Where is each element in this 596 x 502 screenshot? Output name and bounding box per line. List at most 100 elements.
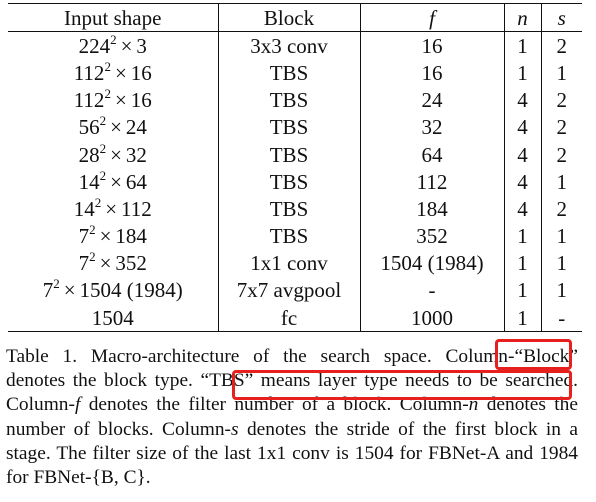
times-symbol: × [120,33,133,58]
caption-part6: denotes the stride of the first block in… [6,418,578,489]
cell-n: 4 [503,168,541,196]
times-symbol: × [110,169,122,194]
cell-f: 16 [359,31,504,60]
cell-s: 2 [540,31,582,60]
cell-block: fc [217,304,360,333]
input-exponent: 2 [94,194,102,210]
cell-block: TBS [217,59,360,87]
times-symbol: × [114,60,127,85]
input-channels: 3 [136,33,147,58]
cell-n: 4 [503,86,541,114]
table-row: 72 × 1504 (1984) 7x7 avgpool -1 1 [8,276,582,305]
input-spatial-size: 7 [78,251,90,276]
times-symbol: × [99,251,112,276]
caption-block-word: Block [523,346,570,367]
cell-input-shape: 1122 × 16 [8,59,218,86]
cell-input-shape: 2242 × 3 [8,32,218,60]
times-symbol: × [63,278,76,303]
table-row: 1122 × 16 TBS 24 4 2 [8,86,582,114]
input-spatial-size: 112 [73,88,105,113]
cell-n: 1 [503,304,541,333]
header-f: f [359,3,504,32]
cell-input-shape: 72 × 352 [8,250,218,277]
caption-tbs-sentence: “TBS” means layer type needs to be [200,370,498,392]
cell-block: TBS [217,140,360,169]
cell-block: TBS [217,195,360,223]
cell-n: 1 [503,31,541,60]
cell-block: TBS [217,222,360,250]
input-spatial-size: 28 [78,142,100,167]
input-channels: 64 [125,169,147,194]
cell-s: 2 [540,113,582,141]
input-exponent: 2 [99,140,107,156]
cell-s: 1 [540,276,582,305]
input-spatial-size: 224 [78,33,111,58]
cell-n: 4 [503,140,541,169]
cell-s: 1 [540,168,582,196]
input-channels: 24 [125,115,147,140]
cell-block: 7x7 avgpool [217,276,360,305]
table-row: 282 × 32 TBS 64 4 2 [8,140,582,169]
input-exponent: 2 [53,276,60,292]
input-spatial-size: 112 [73,60,105,85]
input-exponent: 2 [110,31,117,47]
input-channels: 112 [121,196,152,221]
input-exponent: 2 [99,167,107,183]
header-s: s [540,3,582,32]
input-spatial-size: 7 [78,224,90,249]
cell-f: 24 [359,86,504,114]
cell-f: 16 [359,59,504,87]
cell-n: 4 [503,113,541,141]
header-input-shape: Input shape [64,5,162,30]
input-exponent: 2 [89,222,96,238]
cell-f: - [359,276,504,305]
input-exponent: 2 [89,249,96,265]
input-channels: 184 [115,224,147,249]
cell-s: - [540,304,582,333]
cell-n: 1 [503,59,541,87]
caption-part3: searched. Column- [6,370,579,416]
times-symbol: × [99,224,112,249]
table-row: 2242 × 3 3x3 conv 16 1 2 [8,31,582,60]
cell-block: TBS [217,113,360,141]
input-spatial-size: 14 [73,196,95,221]
header-n: n [503,3,541,32]
header-block: Block [217,3,360,32]
caption-part2: ” denotes the block type. [6,346,578,392]
input-channels: 1504 (1984) [79,278,183,303]
cell-f: 184 [359,195,504,223]
cell-input-shape: 1504 [8,304,218,333]
cell-f: 1504 (1984) [359,249,504,277]
cell-n: 4 [503,195,541,223]
cell-input-shape: 142 × 112 [8,195,218,222]
caption-part1: Table 1. Macro-architecture of the searc… [6,346,524,367]
input-exponent: 2 [99,113,107,129]
table-row: 142 × 112 TBS 184 4 2 [8,195,582,223]
cell-f: 64 [359,140,504,169]
table-row: 1122 × 16 TBS 16 1 1 [8,59,582,87]
table-row: 142 × 64 TBS 112 4 1 [8,168,582,196]
table-row: 562 × 24 TBS 32 4 2 [8,113,582,141]
cell-input-shape: 142 × 64 [8,168,218,195]
table-row: 1504 fc 1000 1- [8,304,582,333]
cell-f: 32 [359,113,504,141]
cell-n: 1 [503,276,541,305]
table-body: 2242 × 3 3x3 conv 16 1 2 1122 × 16 TBS 16 1 1 1122 × 16 T… [8,31,582,333]
input-spatial-size: 1504 [91,305,134,330]
cell-s: 1 [540,249,582,277]
input-exponent: 2 [104,58,111,74]
cell-s: 1 [540,222,582,250]
times-symbol: × [114,88,127,113]
input-spatial-size: 56 [78,115,100,140]
macro-architecture-table: Input shape Block f n s 2242 × 3 3x3 conv 16… [8,3,582,333]
cell-block: TBS [217,168,360,196]
cell-input-shape: 282 × 32 [8,141,218,168]
input-spatial-size: 14 [78,169,100,194]
times-symbol: × [105,196,118,221]
table-header-row: Input shape Block f n s [8,3,582,32]
cell-input-shape: 72 × 1504 (1984) [8,277,218,304]
cell-input-shape: 1122 × 16 [8,87,218,114]
input-channels: 352 [115,251,147,276]
table-row: 72 × 352 1x1 conv 1504 (1984) 1 1 [8,249,582,277]
caption-s-var: s [231,418,239,440]
